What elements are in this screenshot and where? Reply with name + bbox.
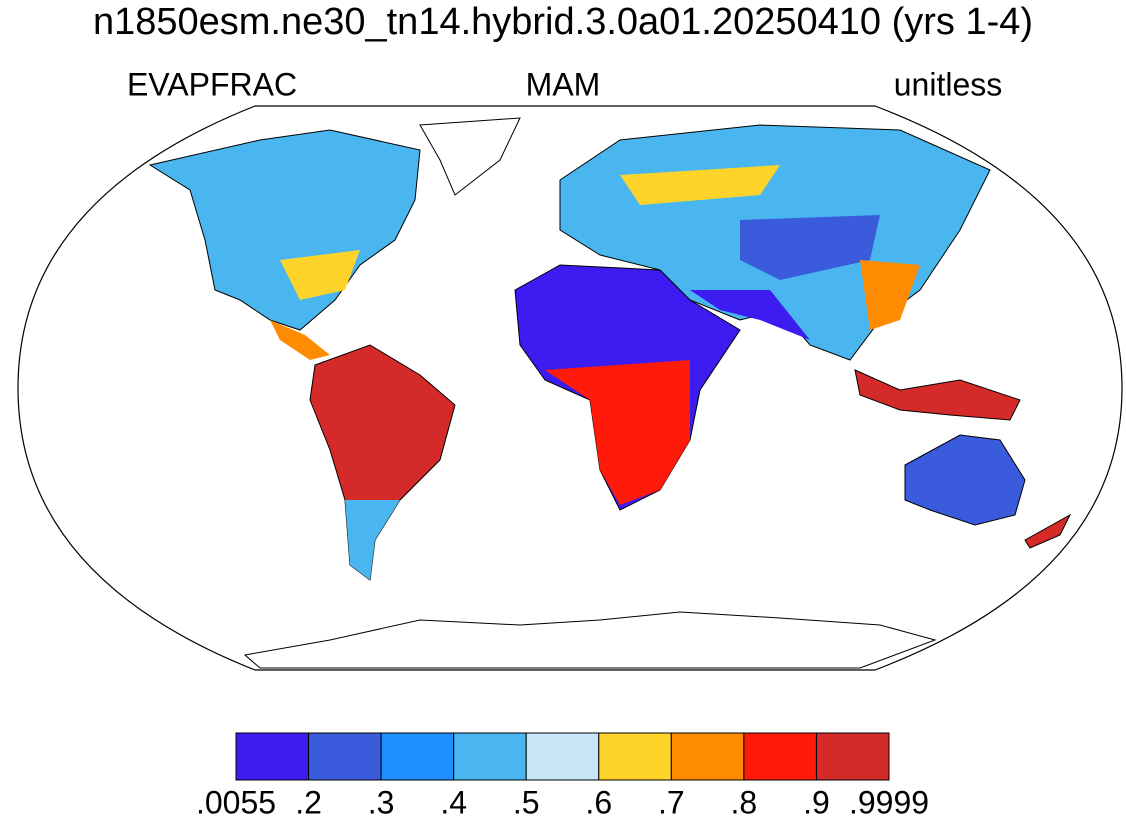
colorbar-tick-label: .2 xyxy=(295,784,322,820)
region xyxy=(345,500,400,580)
colorbar-tick-label: .9 xyxy=(803,784,830,820)
colorbar-tick-label: .4 xyxy=(440,784,467,820)
region xyxy=(860,260,920,330)
colorbar-tick-label: .7 xyxy=(658,784,685,820)
north-america xyxy=(148,129,421,331)
region xyxy=(740,215,880,280)
indonesia xyxy=(854,369,1021,421)
region xyxy=(280,250,360,300)
colorbar-tick-label: .0055 xyxy=(196,784,276,820)
antarctica xyxy=(243,611,937,669)
region xyxy=(545,360,690,505)
right-label: unitless xyxy=(894,66,1003,102)
colorbar-box xyxy=(670,732,745,781)
region xyxy=(690,290,810,340)
left-label: EVAPFRAC xyxy=(127,66,297,102)
australia xyxy=(904,434,1026,526)
region xyxy=(620,165,780,205)
colorbar-box xyxy=(525,732,600,781)
colorbar-box xyxy=(380,732,455,781)
new-zealand xyxy=(1024,513,1072,549)
colorbar-box xyxy=(235,732,310,781)
central-america xyxy=(270,320,330,360)
colorbar-box xyxy=(453,732,527,781)
colorbar-tick-label: .9999 xyxy=(849,784,929,820)
colorbar-tick-label: .8 xyxy=(731,784,758,820)
colorbar-box xyxy=(743,732,817,781)
colorbar-tick-label: .5 xyxy=(513,784,540,820)
colorbar-box xyxy=(598,732,672,781)
colorbar-tick-label: .3 xyxy=(368,784,395,820)
colorbar-box xyxy=(815,732,890,781)
center-label: MAM xyxy=(526,66,601,102)
colorbar: .0055 .2 .3 .4 .5 .6 .7 .8 .9 .9999 xyxy=(196,732,929,820)
title: n1850esm.ne30_tn14.hybrid.3.0a01.2025041… xyxy=(93,1,1033,43)
map xyxy=(17,105,1123,671)
colorbar-box xyxy=(308,732,382,781)
colorbar-tick-label: .6 xyxy=(585,784,612,820)
greenland xyxy=(419,117,521,196)
